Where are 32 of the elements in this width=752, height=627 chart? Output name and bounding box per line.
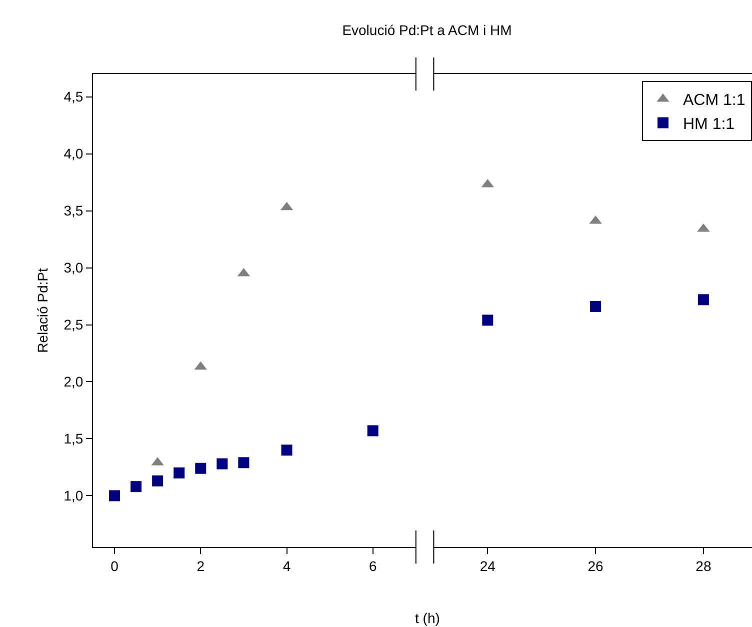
x-tick-label: 4 [282,558,291,574]
y-tick-label: 2,0 [64,374,84,390]
point [590,301,602,312]
legend-label: ACM 1:1 [683,92,746,110]
point [130,481,142,492]
point [367,425,378,436]
y-tick-label: 1,0 [64,488,84,504]
y-tick-label: 1,5 [64,430,84,447]
y-tick-label: 4,5 [64,88,84,105]
chart-title: Evolució Pd:Pt a ACM i HM [342,22,512,38]
point [152,475,164,486]
y-axis-title: Relació Pd:Pt [34,268,50,353]
y-tick-label: 2,5 [64,316,84,333]
point [195,462,206,474]
point [281,444,292,456]
point [109,490,120,502]
point [698,294,709,306]
point [174,467,185,478]
x-tick-label: 2 [196,558,205,574]
x-axis-title: t (h) [415,610,440,626]
y-tick-label: 3,5 [64,202,84,219]
y-tick-label: 4,0 [64,146,84,162]
legend-label: HM 1:1 [683,116,735,134]
point [482,314,494,326]
x-tick-label: 24 [480,558,496,574]
x-tick-label: 6 [368,558,377,574]
x-tick-label: 26 [588,558,604,574]
y-tick-label: 3,0 [64,260,84,276]
x-tick-label: 28 [696,558,712,574]
point [216,458,228,470]
x-tick-label: 0 [110,558,119,574]
point [238,457,250,468]
